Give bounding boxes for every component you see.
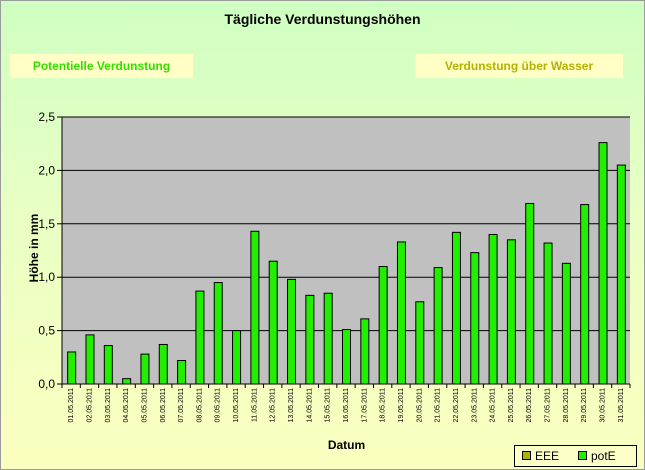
bar-pote <box>396 241 406 385</box>
bar-pote <box>451 231 461 385</box>
bar-pote <box>177 360 187 385</box>
x-tick-label: 20.05.2011 <box>416 388 423 423</box>
potential-evaporation-button[interactable]: Potentielle Verdunstung <box>10 54 193 78</box>
bar-pote <box>158 343 168 385</box>
x-tick-label: 13.05.2011 <box>288 388 295 423</box>
x-tick-label: 25.05.2011 <box>508 388 515 423</box>
bar-pote <box>323 292 333 385</box>
x-tick-label: 15.05.2011 <box>325 388 332 423</box>
bar-pote <box>506 239 516 385</box>
legend-label-pote: potE <box>591 449 616 463</box>
x-tick-label: 18.05.2011 <box>380 388 387 423</box>
x-tick-label: 06.05.2011 <box>160 388 167 423</box>
bar-pote <box>488 233 498 385</box>
x-tick-label: 17.05.2011 <box>361 388 368 423</box>
bar-pote <box>122 378 132 385</box>
x-tick-label: 05.05.2011 <box>141 388 148 423</box>
legend-item-eee: EEE <box>522 449 559 463</box>
bar-pote <box>85 334 95 385</box>
x-axis-label: Datum <box>327 438 366 452</box>
legend-swatch-eee <box>522 451 531 461</box>
y-tick-label: 2,5 <box>38 110 55 124</box>
bar-pote <box>598 142 608 385</box>
x-tick-label: 23.05.2011 <box>471 388 478 423</box>
legend: EEE potE <box>514 445 637 467</box>
x-tick-label: 21.05.2011 <box>435 388 442 423</box>
bar-pote <box>140 353 150 385</box>
x-tick-label: 29.05.2011 <box>581 388 588 423</box>
x-tick-label: 11.05.2011 <box>251 388 258 422</box>
bar-pote <box>378 266 388 385</box>
x-tick-label: 19.05.2011 <box>398 388 405 423</box>
y-tick-label: 0,5 <box>38 324 55 338</box>
x-tick-label: 14.05.2011 <box>306 388 313 423</box>
bar-pote <box>470 252 480 385</box>
x-tick-label: 02.05.2011 <box>86 388 93 423</box>
legend-swatch-pote <box>578 451 587 461</box>
water-evaporation-button[interactable]: Verdunstung über Wasser <box>415 54 623 78</box>
bar-pote <box>305 294 315 385</box>
x-tick-label: 22.05.2011 <box>453 388 460 423</box>
chart-title: Tägliche Verdunstungshöhen <box>224 11 421 27</box>
bar-pote <box>342 329 351 385</box>
bar-pote <box>616 164 626 385</box>
x-tick-label: 16.05.2011 <box>343 388 350 423</box>
bar-pote <box>250 230 260 385</box>
x-tick-label: 30.05.2011 <box>600 388 607 423</box>
bar-pote <box>287 278 297 385</box>
y-tick-label: 1,0 <box>38 270 55 284</box>
bar-pote <box>433 267 443 385</box>
x-tick-label: 26.05.2011 <box>526 388 533 423</box>
bar-pote <box>580 204 590 385</box>
bar-pote <box>415 301 425 385</box>
x-tick-label: 09.05.2011 <box>215 388 222 423</box>
bar-pote <box>103 345 113 385</box>
bar-pote <box>268 260 278 385</box>
bar-pote <box>232 330 242 385</box>
bar-pote <box>525 203 535 385</box>
bar-pote <box>360 318 370 385</box>
x-tick-label: 07.05.2011 <box>178 388 185 423</box>
bar-pote <box>213 282 223 385</box>
y-tick-label: 2,0 <box>38 163 55 177</box>
legend-label-eee: EEE <box>535 449 560 463</box>
bar-pote <box>195 290 205 385</box>
bar-pote <box>561 262 571 385</box>
x-tick-label: 24.05.2011 <box>490 388 497 423</box>
x-tick-label: 03.05.2011 <box>105 388 112 423</box>
x-tick-label: 04.05.2011 <box>123 388 130 423</box>
bar-pote <box>67 351 77 385</box>
bar-pote <box>543 242 553 385</box>
x-tick-label: 28.05.2011 <box>563 388 570 423</box>
x-tick-label: 10.05.2011 <box>233 388 240 423</box>
legend-item-pote: potE <box>578 449 616 463</box>
y-tick-label: 0,0 <box>38 377 55 391</box>
x-tick-label: 01.05.2011 <box>68 388 75 423</box>
x-tick-label: 12.05.2011 <box>270 388 277 423</box>
x-tick-label: 08.05.2011 <box>196 388 203 423</box>
y-tick-label: 1,5 <box>38 217 55 231</box>
x-tick-label: 31.05.2011 <box>618 388 625 423</box>
x-tick-label: 27.05.2011 <box>545 388 552 423</box>
